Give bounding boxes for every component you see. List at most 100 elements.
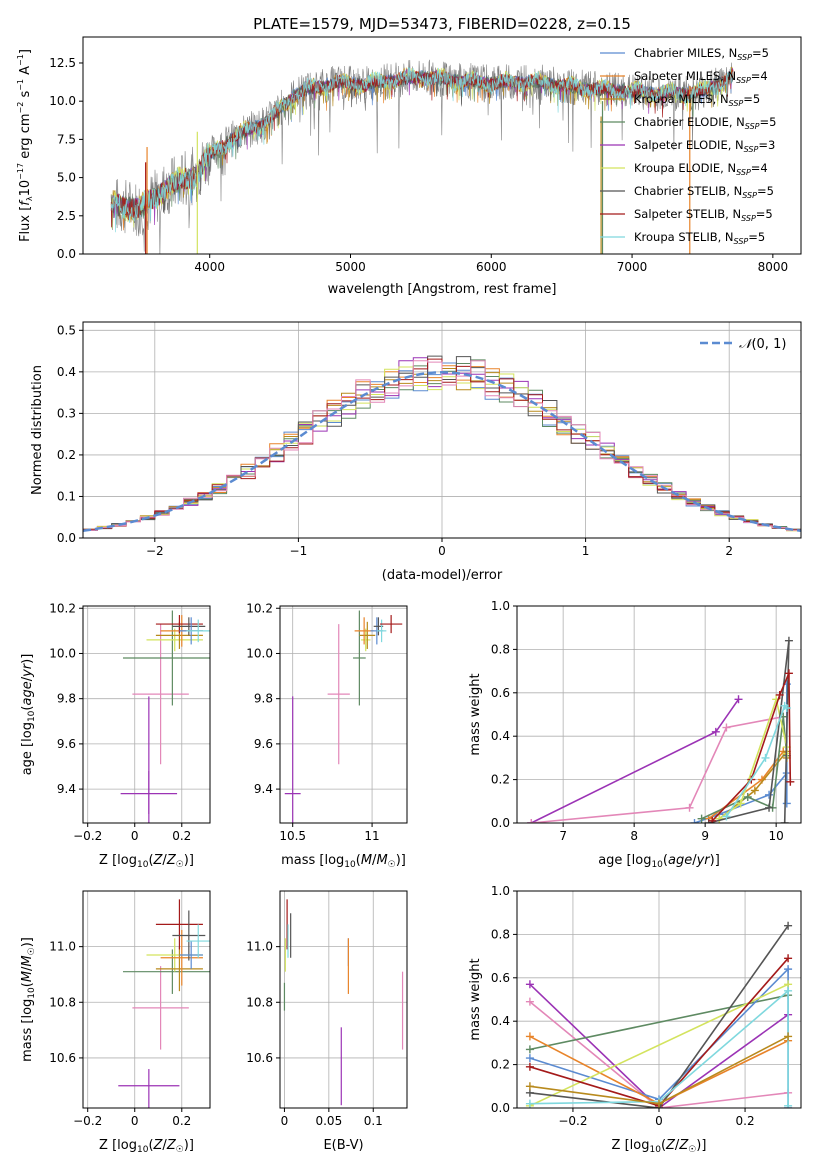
plot-area [284,610,403,823]
weight-point-marker [765,790,774,799]
plot-area [118,899,210,1108]
y-tick-label: 1.0 [491,884,510,898]
weight-point-marker [525,980,534,989]
x-tick-label: −0.2 [558,1114,587,1128]
weight-point-marker [525,1082,534,1091]
y-tick-label: 9.4 [254,782,273,796]
weight-point-marker [743,792,752,801]
weight-point-marker [765,803,774,812]
weight-point-marker [782,703,791,712]
weight-series-line [529,989,789,1106]
x-axis-label: Z [log10(Z/Z☉)] [99,853,194,870]
legend-label: Salpeter MILES, NSSP=4 [634,69,768,85]
model-spectrum-line [110,67,734,233]
weight-point-marker [761,753,770,762]
y-tick-label: 9.8 [254,692,273,706]
y-tick-label: 0.0 [57,247,76,261]
weight-point-marker [697,814,706,823]
weight-point-marker [690,819,699,823]
x-axis-label: E(B-V) [323,1138,363,1153]
weight-point-marker [722,812,731,821]
x-tick-label: 9 [701,829,709,843]
y-tick-label: 0.8 [491,642,510,656]
plot-area [110,59,734,254]
x-axis-label: age [log10(age/yr)] [598,853,720,870]
plot-area [527,636,795,823]
weight-point-marker [784,954,793,963]
weight-point-marker [784,1101,793,1108]
x-tick-label: 0 [438,544,446,558]
panel-2: −2 −1 0 1 2 0.0 0.1 0.2 0.3 0.4 0.5 𝒩(0, 1) (data-mo… [30,321,802,583]
weight-series-line [531,715,784,823]
weight-point-marker [786,777,795,786]
y-axis-label: mass weight [468,673,483,755]
weight-point-marker [525,1062,534,1071]
weight-series-line [529,983,789,1107]
plot-area [83,355,801,533]
x-tick-label: 11 [364,829,379,843]
y-axis-label: age [log10(age/yr)] [20,654,37,776]
weight-point-marker [784,636,793,645]
axes-frame [82,890,211,1109]
y-axis-label: Flux [fλ10−17 erg cm−2 s−1 A−1] [16,49,34,242]
weight-series-line [529,1001,789,1108]
y-tick-label: 7.5 [57,132,76,146]
y-axis-label: mass [log10(M/M☉)] [20,937,37,1062]
y-tick-label: 0.0 [491,1101,510,1115]
y-tick-label: 0.5 [57,323,76,337]
x-tick-label: 0 [131,1114,139,1128]
y-axis-label: mass weight [468,958,483,1040]
legend-label: Chabrier ELODIE, NSSP=5 [634,115,776,131]
y-tick-label: 10.8 [49,995,76,1009]
axes-frame [516,890,802,1109]
x-tick-label: −2 [146,544,164,558]
weight-point-marker [527,819,536,823]
legend-label: 𝒩(0, 1) [739,337,786,352]
y-tick-label: 9.6 [254,737,273,751]
axes-frame [82,605,211,824]
y-tick-label: 9.8 [57,692,76,706]
weight-point-marker [655,1099,663,1108]
x-axis-label: wavelength [Angstrom, rest frame] [328,282,557,297]
y-tick-label: 10.2 [246,601,273,615]
panel-3: −0.2 0 0.2 9.4 9.6 9.8 10.0 10.2 Z [log10(Z/Z☉)]… [20,601,211,870]
x-tick-label: −0.2 [73,829,102,843]
y-tick-label: 0.6 [491,971,510,985]
x-tick-label: 0.2 [172,1114,191,1128]
weight-point-marker [525,1045,534,1054]
x-tick-label: 0 [655,1114,663,1128]
y-tick-label: 0.4 [491,729,510,743]
x-tick-label: 8 [630,829,638,843]
weight-point-marker [784,1032,793,1041]
axes-frame [82,36,802,255]
plot-area [525,921,793,1108]
plot-area [120,610,210,823]
weight-point-marker [784,986,793,995]
y-tick-label: 10.6 [49,1051,76,1065]
axes-frame [279,605,408,824]
weight-point-marker [775,690,784,699]
legend-label: Kroupa ELODIE, NSSP=4 [634,161,768,177]
x-axis-label: mass [log10(M/M☉)] [281,853,406,870]
weight-point-marker [750,786,759,795]
y-tick-label: 11.0 [246,940,273,954]
weight-point-marker [685,803,694,812]
legend-label: Salpeter ELODIE, NSSP=3 [634,138,775,154]
y-tick-label: 9.6 [57,737,76,751]
y-tick-label: 0.0 [57,531,76,545]
weight-series-line [708,640,790,823]
weight-point-marker [780,819,789,823]
x-tick-label: 0 [131,829,139,843]
figure-title: PLATE=1579, MJD=53473, FIBERID=0228, z=0… [253,15,631,33]
weight-point-marker [715,814,724,823]
weight-point-marker [711,727,720,736]
panel-4: 10.5 11 9.4 9.6 9.8 10.0 10.2 mass [log10(M/M☉)… [246,601,408,870]
x-axis-label: Z [log10(Z/Z☉)] [99,1138,194,1155]
weight-point-marker [525,1032,534,1041]
y-tick-label: 10.8 [246,995,273,1009]
x-tick-label: 4000 [194,260,225,274]
weight-point-marker [782,799,791,808]
weight-point-marker [784,921,793,930]
x-tick-label: 5000 [335,260,366,274]
